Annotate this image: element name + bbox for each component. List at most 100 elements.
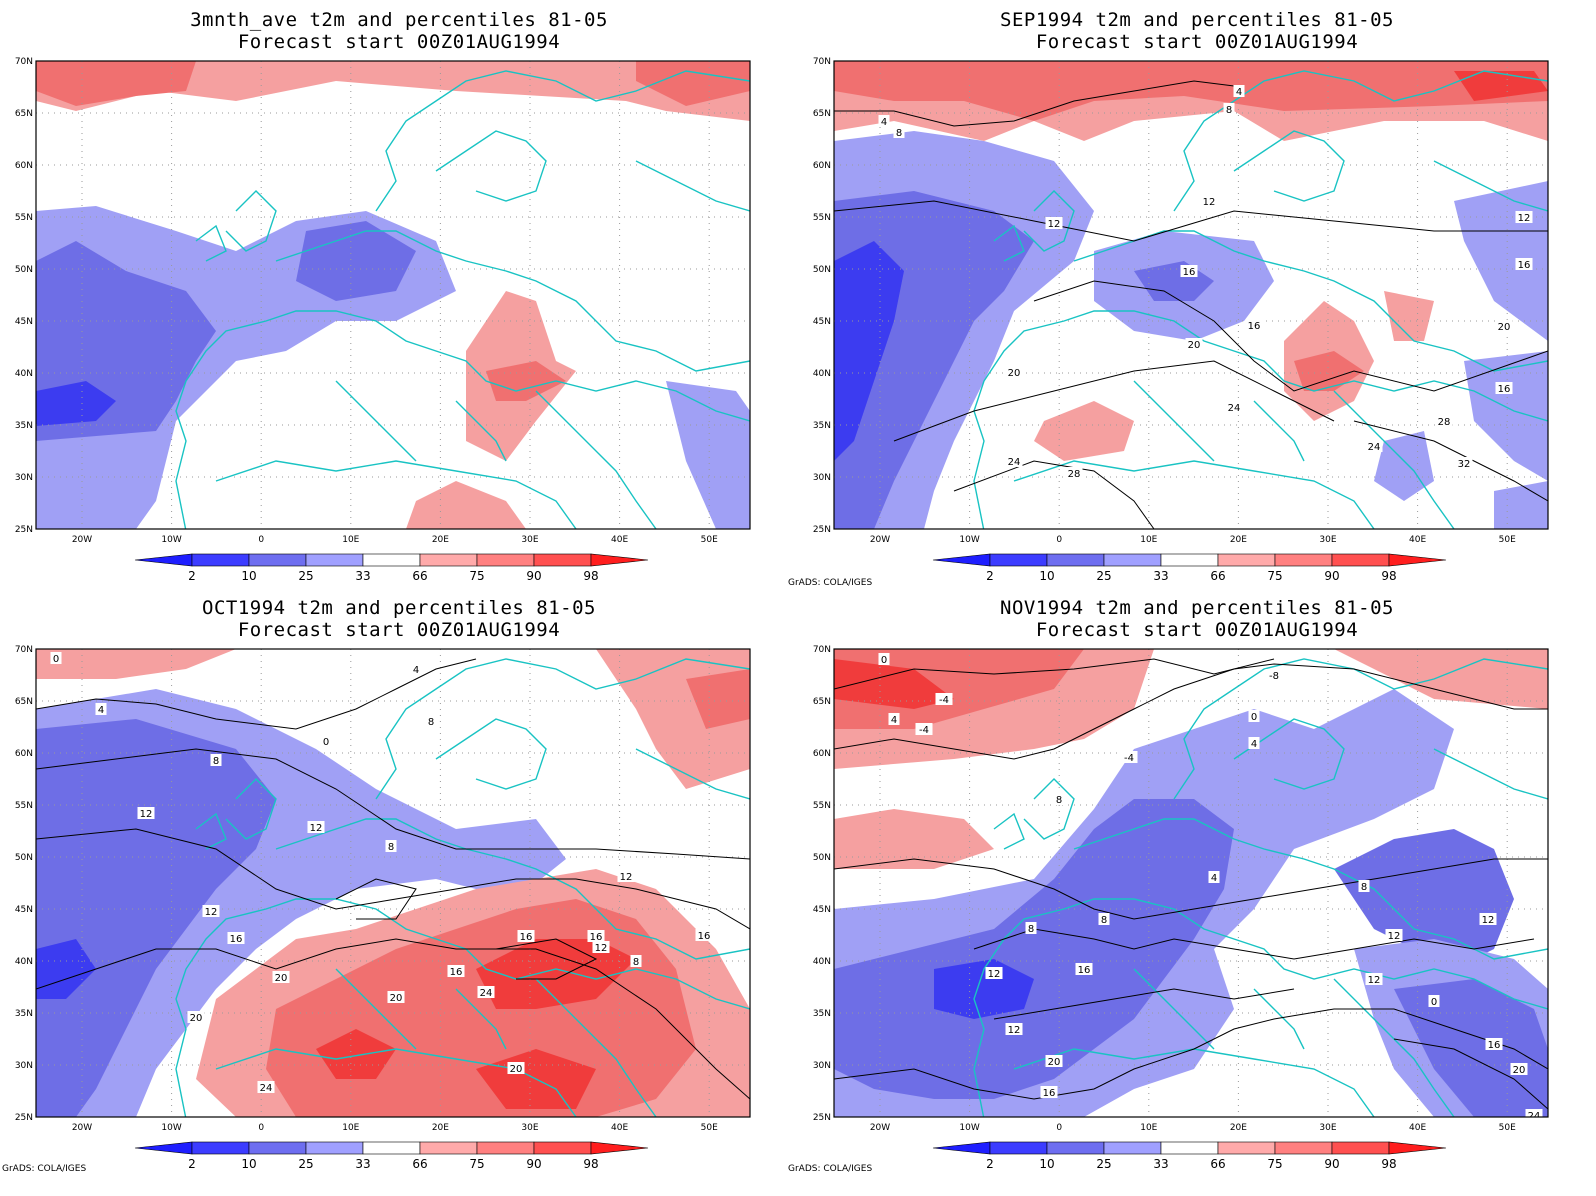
latitude-label: 55N — [813, 213, 831, 223]
anomaly-shading — [316, 1029, 396, 1079]
map-frame — [833, 60, 1549, 530]
colorbar-label: 33 — [1153, 1157, 1168, 1171]
latitude-label: 45N — [15, 317, 33, 327]
svg-text:20: 20 — [1048, 1057, 1061, 1068]
colorbar-arrow-right — [1388, 553, 1447, 567]
contour-label: 12 — [307, 821, 325, 834]
svg-text:16: 16 — [520, 932, 533, 943]
coastline — [195, 224, 227, 262]
panel-title-line2: Forecast start 00Z01AUG1994 — [1035, 31, 1359, 53]
colorbar-label: 25 — [1096, 1157, 1111, 1171]
anomaly-shading — [934, 959, 1034, 1019]
contour-label: 8 — [425, 715, 437, 728]
map-3mnth: 70N 65N 60N 55N 50N 45N 40N 35N 30N 25N 20W 10W 0 10E… — [15, 57, 751, 583]
colorbar-segment — [1103, 1141, 1162, 1155]
coastline — [435, 718, 547, 790]
colorbar-arrow-left — [134, 553, 193, 567]
longitude-label: 50E — [1499, 1123, 1516, 1133]
svg-text:16: 16 — [590, 932, 603, 943]
temperature-contour — [1033, 280, 1548, 392]
svg-text:16: 16 — [1078, 965, 1091, 976]
svg-text:8: 8 — [428, 717, 434, 728]
anomaly-shading — [36, 61, 750, 121]
colorbar-label: 10 — [1039, 1157, 1054, 1171]
colorbar-segment — [533, 553, 592, 567]
coastline — [1433, 160, 1548, 212]
grads-credit: GrADS: COLA/IGES — [788, 1164, 873, 1174]
contour-label: 16 — [1245, 319, 1263, 332]
longitude-label: 20E — [1230, 535, 1247, 545]
colorbar-segment — [533, 1141, 592, 1155]
temperature-contour — [1353, 420, 1548, 502]
temperature-contour — [834, 663, 1548, 760]
svg-text:12: 12 — [1518, 213, 1531, 224]
panel-title-line2: Forecast start 00Z01AUG1994 — [1035, 619, 1359, 641]
longitude-label: 20E — [432, 1123, 449, 1133]
temperature-contour — [834, 80, 1235, 127]
contour-label: 16 — [1040, 1086, 1058, 1099]
map-layers — [36, 61, 750, 529]
temperature-contour — [36, 748, 750, 860]
longitude-label: 0 — [258, 1123, 264, 1133]
contour-label: 12 — [1515, 211, 1533, 224]
coastline — [1133, 968, 1215, 1050]
coastline — [455, 988, 507, 1050]
svg-text:0: 0 — [1251, 712, 1257, 723]
latitude-label: 70N — [813, 645, 831, 655]
longitude-label: 0 — [1056, 1123, 1062, 1133]
contour-label: 8 — [1053, 793, 1065, 806]
coastline — [275, 230, 750, 372]
coastline — [1233, 130, 1345, 202]
colorbar-label: 90 — [526, 1157, 541, 1171]
colorbar-label: 66 — [412, 569, 427, 583]
contour-label: 0 — [50, 652, 62, 665]
longitude-label: 10W — [161, 1123, 181, 1133]
temperature-contour — [893, 360, 1335, 442]
svg-text:-4: -4 — [919, 725, 929, 736]
coastline — [993, 812, 1025, 850]
latitude-label: 55N — [15, 213, 33, 223]
contour-label: 16 — [1180, 265, 1198, 278]
coastline — [993, 224, 1025, 262]
contour-label: 16 — [517, 930, 535, 943]
colorbar-segment — [989, 553, 1048, 567]
contour-label: 4 — [878, 115, 890, 128]
coastline — [635, 160, 750, 212]
svg-text:28: 28 — [1068, 469, 1081, 480]
colorbar-label: 75 — [1267, 1157, 1282, 1171]
colorbar-arrow-right — [1388, 1141, 1447, 1155]
anomaly-shading — [486, 361, 566, 401]
longitude-label: 50E — [1499, 535, 1516, 545]
latitude-label: 45N — [15, 905, 33, 915]
svg-text:12: 12 — [1388, 931, 1401, 942]
colorbar-segment — [1217, 1141, 1276, 1155]
contour-label: 32 — [1455, 457, 1473, 470]
colorbar-label: 10 — [241, 569, 256, 583]
temperature-contour — [495, 938, 598, 980]
coastline — [1133, 380, 1215, 462]
colorbar-label: 33 — [355, 569, 370, 583]
colorbar-segment — [1274, 553, 1333, 567]
anomaly-shading — [36, 381, 116, 426]
svg-text:12: 12 — [140, 809, 153, 820]
coastline — [275, 818, 750, 960]
colorbar-label: 66 — [1210, 569, 1225, 583]
anomaly-shading — [1334, 829, 1514, 969]
coastline — [973, 898, 1548, 1117]
longitude-label: 40E — [611, 1123, 628, 1133]
colorbar-segment — [1160, 1141, 1219, 1155]
contour-label: 12 — [1045, 217, 1063, 230]
svg-text:-4: -4 — [1124, 753, 1134, 764]
coastline — [335, 968, 417, 1050]
colorbar-segment — [362, 1141, 421, 1155]
map-panel-3mnth: 3mnth_ave t2m and percentiles 81-05 Fore… — [0, 0, 798, 598]
contour-label: 12 — [1200, 195, 1218, 208]
svg-text:24: 24 — [1368, 442, 1381, 453]
svg-text:0: 0 — [53, 654, 59, 665]
map-panel-nov: NOV1994 t2m and percentiles 81-05 Foreca… — [788, 588, 1596, 1186]
coastline — [1173, 70, 1548, 212]
svg-text:20: 20 — [1498, 322, 1511, 333]
anomaly-shading — [834, 799, 1234, 1099]
colorbar-label: 2 — [188, 1157, 196, 1171]
